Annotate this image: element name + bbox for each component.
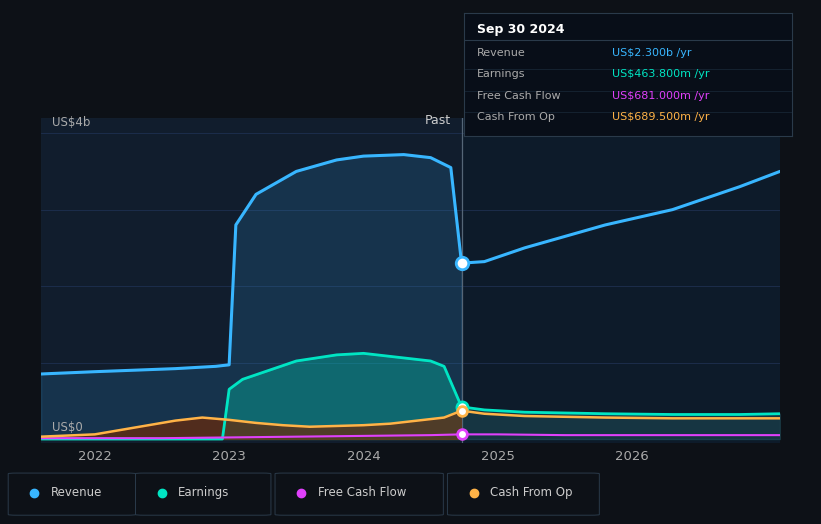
Text: Earnings: Earnings (477, 69, 525, 79)
Text: Sep 30 2024: Sep 30 2024 (477, 23, 565, 36)
Text: Cash From Op: Cash From Op (490, 486, 572, 499)
Text: Analysts Forecasts: Analysts Forecasts (472, 114, 589, 127)
Text: Revenue: Revenue (51, 486, 103, 499)
Text: US$689.500m /yr: US$689.500m /yr (612, 112, 709, 122)
Text: Free Cash Flow: Free Cash Flow (477, 91, 561, 101)
Text: US$2.300b /yr: US$2.300b /yr (612, 48, 691, 58)
Text: Free Cash Flow: Free Cash Flow (318, 486, 406, 499)
Bar (41, 118, 461, 443)
Text: Revenue: Revenue (477, 48, 525, 58)
Text: Earnings: Earnings (178, 486, 230, 499)
Text: US$0: US$0 (52, 421, 83, 434)
Text: US$4b: US$4b (52, 116, 90, 129)
Text: Past: Past (424, 114, 451, 127)
Text: Cash From Op: Cash From Op (477, 112, 555, 122)
Text: US$463.800m /yr: US$463.800m /yr (612, 69, 709, 79)
Text: US$681.000m /yr: US$681.000m /yr (612, 91, 709, 101)
